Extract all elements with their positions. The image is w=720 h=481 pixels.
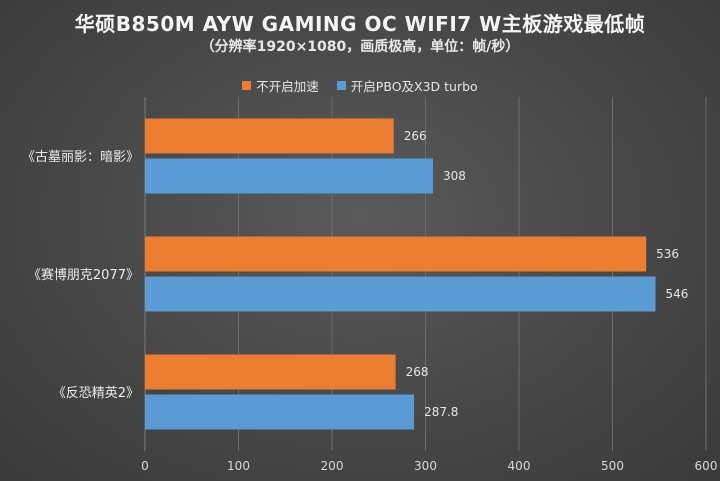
bar-series-2-category-0 xyxy=(145,158,433,194)
data-label-series-1-category-0: 266 xyxy=(404,129,427,143)
data-label-series-2-category-1: 546 xyxy=(666,287,689,301)
category-label-0: 《古墓丽影：暗影》 xyxy=(22,150,139,165)
legend-label-series-1: 不开启加速 xyxy=(256,79,319,94)
bar-series-2-category-2 xyxy=(145,394,415,430)
data-label-series-1-category-2: 268 xyxy=(406,365,429,379)
data-label-series-2-category-2: 287.8 xyxy=(424,405,458,419)
x-tick-label-0: 0 xyxy=(141,459,149,473)
data-label-series-2-category-0: 308 xyxy=(443,169,466,183)
bar-series-2-category-1 xyxy=(145,276,656,312)
x-tick-label-5: 500 xyxy=(601,459,624,473)
legend: 不开启加速 开启PBO及X3D turbo xyxy=(0,76,720,95)
bar-series-1-category-2 xyxy=(145,354,396,390)
legend-item-series-2: 开启PBO及X3D turbo xyxy=(336,76,478,95)
category-label-1: 《赛博朋克2077》 xyxy=(28,267,139,283)
legend-item-series-1: 不开启加速 xyxy=(242,76,319,95)
x-tick-label-1: 100 xyxy=(227,459,250,473)
category-label-2: 《反恐精英2》 xyxy=(53,386,139,401)
data-label-series-1-category-1: 536 xyxy=(656,247,679,261)
legend-label-series-2: 开启PBO及X3D turbo xyxy=(350,79,478,94)
x-tick-label-3: 300 xyxy=(414,459,437,473)
bar-series-1-category-0 xyxy=(145,118,394,154)
chart-subtitle: （分辨率1920×1080，画质极高，单位：帧/秒） xyxy=(200,39,520,55)
chart-title: 华硕B850M AYW GAMING OC WIFI7 W主板游戏最低帧 xyxy=(74,12,646,36)
legend-swatch-series-2 xyxy=(336,81,346,90)
x-tick-label-2: 200 xyxy=(321,459,344,473)
bar-series-1-category-1 xyxy=(145,236,647,272)
legend-swatch-series-1 xyxy=(242,81,252,90)
x-tick-label-6: 600 xyxy=(695,459,718,473)
x-tick-label-4: 400 xyxy=(508,459,531,473)
